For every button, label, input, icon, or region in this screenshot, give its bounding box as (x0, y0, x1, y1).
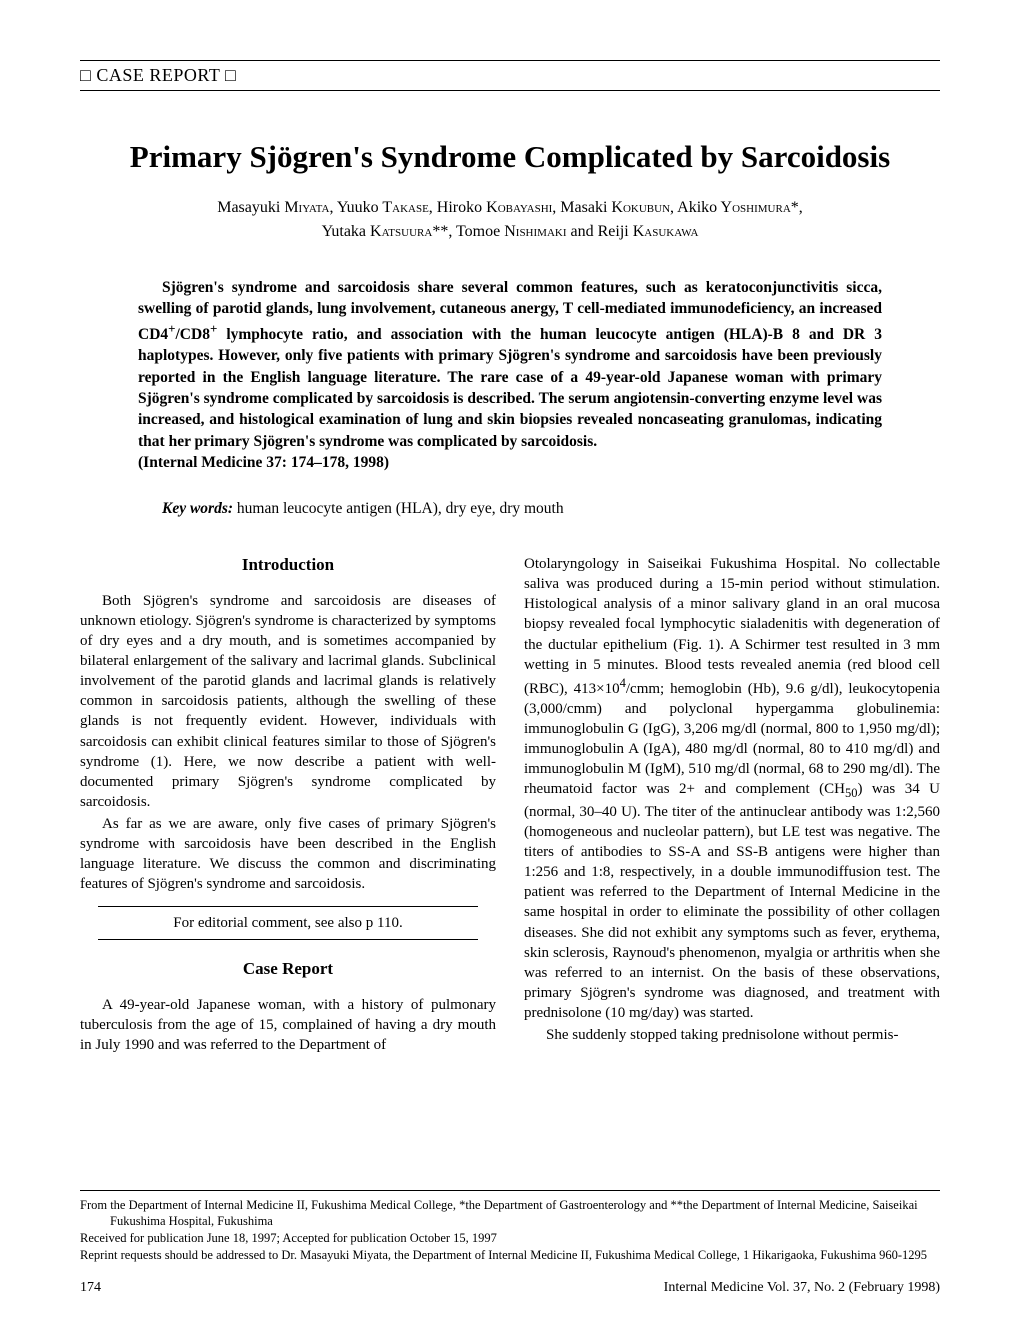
introduction-heading: Introduction (80, 554, 496, 577)
right-column: Otolaryngology in Saiseikai Fukushima Ho… (524, 554, 940, 1057)
case-paragraph-1: A 49-year-old Japanese woman, with a his… (80, 995, 496, 1055)
article-title: Primary Sjögren's Syndrome Complicated b… (80, 139, 940, 175)
intro-paragraph-2: As far as we are aware, only five cases … (80, 814, 496, 894)
journal-reference: Internal Medicine Vol. 37, No. 2 (Februa… (664, 1280, 940, 1296)
footnote-1: From the Department of Internal Medicine… (80, 1197, 940, 1231)
right-col-paragraph-2: She suddenly stopped taking prednisolone… (524, 1025, 940, 1045)
keywords-label: Key words: (162, 500, 233, 517)
footnote-3: Reprint requests should be addressed to … (80, 1247, 940, 1264)
footnotes: From the Department of Internal Medicine… (80, 1190, 940, 1265)
page-footer: 174 Internal Medicine Vol. 37, No. 2 (Fe… (80, 1280, 940, 1296)
intro-paragraph-1: Both Sjögren's syndrome and sarcoidosis … (80, 591, 496, 812)
footnote-2: Received for publication June 18, 1997; … (80, 1230, 940, 1247)
right-col-paragraph-1: Otolaryngology in Saiseikai Fukushima Ho… (524, 554, 940, 1023)
keywords: Key words: human leucocyte antigen (HLA)… (162, 500, 882, 518)
editorial-note: For editorial comment, see also p 110. (98, 906, 478, 940)
body-columns: Introduction Both Sjögren's syndrome and… (80, 554, 940, 1057)
authors-line-2: Yutaka Katsuura**, Tomoe Nishimaki and R… (80, 223, 940, 241)
case-report-heading: Case Report (80, 958, 496, 981)
keywords-text: human leucocyte antigen (HLA), dry eye, … (233, 500, 564, 517)
authors-line-1: Masayuki Miyata, Yuuko Takase, Hiroko Ko… (80, 199, 940, 217)
left-column: Introduction Both Sjögren's syndrome and… (80, 554, 496, 1057)
page-number: 174 (80, 1280, 101, 1296)
citation: (Internal Medicine 37: 174–178, 1998) (138, 454, 882, 472)
abstract-block: Sjögren's syndrome and sarcoidosis share… (138, 277, 882, 472)
section-label: □ CASE REPORT □ (80, 60, 940, 91)
abstract-text: Sjögren's syndrome and sarcoidosis share… (138, 277, 882, 452)
